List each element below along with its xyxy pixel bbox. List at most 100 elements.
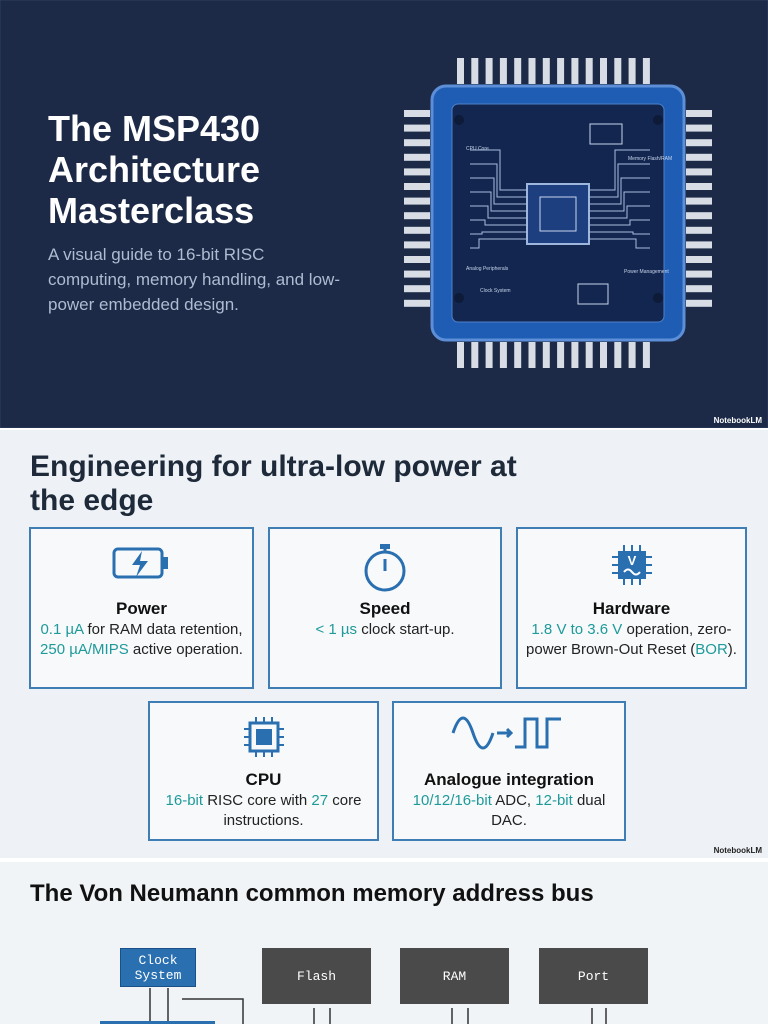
chip-label: Clock System <box>480 288 511 294</box>
pin <box>404 241 430 249</box>
card-icon <box>31 541 252 590</box>
pin <box>686 124 712 132</box>
text: for RAM data retention, <box>83 621 243 638</box>
trace <box>470 231 527 235</box>
highlight-text: 12-bit <box>535 792 573 809</box>
highlight-text: 27 <box>311 792 329 809</box>
bus-block: Flash <box>262 948 371 1004</box>
watermark: NotebookLM <box>713 416 762 425</box>
pin <box>514 58 522 84</box>
slide-title: Engineering for ultra-low power at the e… <box>30 450 517 517</box>
pin <box>686 197 712 205</box>
pin <box>686 299 712 307</box>
core <box>539 196 577 232</box>
pin <box>404 226 430 234</box>
pin <box>642 342 650 368</box>
highlight-text: 250 µA/MIPS <box>40 641 129 658</box>
pin <box>542 58 550 84</box>
svg-text:V: V <box>627 553 636 568</box>
trace <box>589 205 650 219</box>
card-description: 1.8 V to 3.6 V operation, zero-power Bro… <box>526 620 737 660</box>
chip-illustration: CPU Core Memory Flash/RAM Analog Periphera… <box>0 0 768 428</box>
pin <box>686 212 712 220</box>
trace <box>470 149 527 191</box>
card-title: Power <box>115 599 168 618</box>
pin <box>404 168 430 176</box>
screw <box>454 115 464 125</box>
trace <box>470 238 527 249</box>
pin <box>457 342 464 368</box>
pin <box>404 212 430 220</box>
pin <box>404 197 430 205</box>
pin <box>499 342 507 368</box>
trace <box>589 163 650 198</box>
text: ). <box>727 641 737 658</box>
pin <box>686 110 712 117</box>
pin <box>585 58 593 84</box>
pin <box>600 342 607 368</box>
card-title: CPU <box>245 770 282 789</box>
block <box>589 123 623 145</box>
pin <box>404 256 430 263</box>
pin <box>686 226 712 234</box>
pin <box>686 139 712 147</box>
feature-card: Speed < 1 µs clock start-up. <box>268 527 502 689</box>
pin <box>614 58 622 84</box>
bus-block: Clock System <box>120 948 196 987</box>
pin <box>457 58 464 84</box>
text: dual DAC. <box>491 792 606 829</box>
trace <box>589 149 650 191</box>
pin <box>686 256 712 263</box>
features-slide: Engineering for ultra-low power at the e… <box>0 430 768 858</box>
highlight-text: 16-bit <box>165 792 204 809</box>
pin <box>485 342 493 368</box>
pin <box>600 58 607 84</box>
card-icon <box>270 541 500 598</box>
card-title: Speed <box>359 599 411 618</box>
screw <box>653 293 663 303</box>
text: active operation. <box>128 641 243 658</box>
trace <box>589 177 650 205</box>
card-icon <box>394 713 624 758</box>
pin <box>686 168 712 176</box>
bus-block: Port <box>539 948 648 1004</box>
card-title: Analogue integration <box>424 770 594 789</box>
feature-card: V Hardware 1.8 V to 3.6 V operation, zero-… <box>516 527 747 689</box>
pin <box>528 58 536 84</box>
pin <box>557 58 565 84</box>
pin <box>571 58 579 84</box>
screw <box>653 115 663 125</box>
pin <box>614 342 622 368</box>
pin <box>471 342 479 368</box>
slide-title: The MSP430 Architecture Masterclass <box>48 108 261 231</box>
card-description: 0.1 µA for RAM data retention, 250 µA/MI… <box>39 620 244 660</box>
pin <box>585 342 593 368</box>
pin <box>404 124 430 132</box>
watermark: NotebookLM <box>713 846 762 855</box>
pin <box>471 58 479 84</box>
trace <box>470 219 527 226</box>
slide-title: The Von Neumann common memory address bu… <box>30 880 594 907</box>
icon <box>364 544 406 592</box>
pin <box>686 153 712 161</box>
pin <box>686 241 712 249</box>
bus-block: RAM <box>400 948 509 1004</box>
icon <box>112 547 168 579</box>
text: ADC, <box>491 792 536 809</box>
highlight-text: 1.8 V to 3.6 V <box>531 621 623 638</box>
title-slide: CPU Core Memory Flash/RAM Analog Periphera… <box>0 0 768 428</box>
icon: V <box>611 545 652 585</box>
highlight-text: 10/12/16-bit <box>412 792 492 809</box>
pin <box>628 58 636 84</box>
chip-label: CPU Core <box>466 146 489 152</box>
pin <box>404 299 430 307</box>
text: RISC core with <box>203 792 312 809</box>
card-description: < 1 µs clock start-up. <box>278 620 492 640</box>
trace <box>470 177 527 205</box>
pin <box>571 342 579 368</box>
highlight-text: < 1 µs <box>315 621 358 638</box>
pin <box>686 183 712 190</box>
core <box>526 183 590 245</box>
pin <box>528 342 536 368</box>
chip-label: Analog Peripherals <box>466 266 509 272</box>
